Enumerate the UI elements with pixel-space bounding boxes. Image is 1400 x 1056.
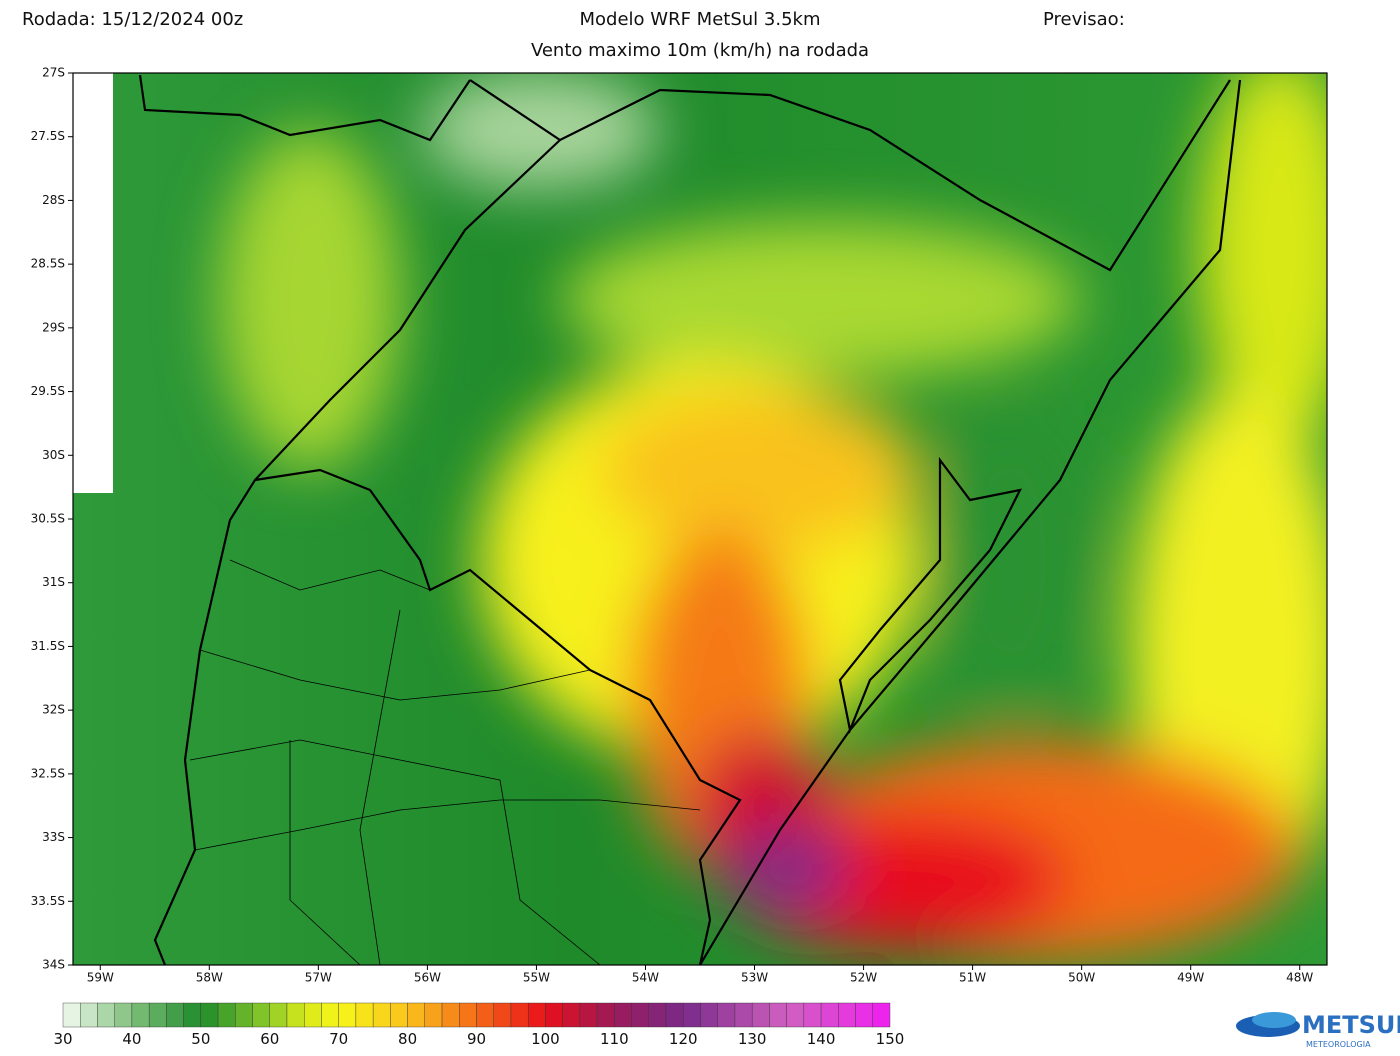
colorbar-cell [235, 1002, 253, 1028]
colorbar-cell [441, 1002, 460, 1028]
colorbar-cell [80, 1002, 98, 1028]
y-tick-label: 28.5S [31, 257, 65, 271]
logo: METSUL METEOROLOGIA [1236, 1011, 1400, 1049]
colorbar-cell [62, 1002, 81, 1028]
y-tick-label: 32.5S [31, 766, 65, 780]
model-label: Modelo WRF MetSul 3.5km [580, 9, 821, 30]
colorbar-label: 80 [398, 1030, 417, 1048]
x-tick-label: 59W [87, 971, 114, 985]
logo-sub: METEOROLOGIA [1306, 1040, 1371, 1049]
subtitle: Vento maximo 10m (km/h) na rodada [531, 40, 869, 61]
x-tick-label: 56W [414, 971, 441, 985]
colorbar-cell [579, 1002, 598, 1028]
colorbar-cell [683, 1002, 701, 1028]
logo-name: METSUL [1302, 1011, 1400, 1039]
y-tick-label: 30.5S [31, 512, 65, 526]
colorbar-cell [286, 1002, 305, 1028]
colorbar-cell [751, 1002, 770, 1028]
colorbar-label: 130 [738, 1030, 767, 1048]
colorbar-cell [269, 1002, 288, 1028]
colorbar-cell [252, 1002, 270, 1028]
x-tick-label: 50W [1068, 971, 1095, 985]
y-tick-label: 29.5S [31, 384, 65, 398]
colorbar-cell [476, 1002, 494, 1028]
colorbar-label: 100 [531, 1030, 560, 1048]
colorbar-cell [459, 1002, 477, 1028]
colorbar-cell [424, 1002, 443, 1028]
colorbar-label: 50 [191, 1030, 210, 1048]
x-tick-label: 57W [305, 971, 332, 985]
y-tick-label: 31.5S [31, 639, 65, 653]
colorbar-label: 150 [876, 1030, 905, 1048]
colorbar-cell [665, 1002, 684, 1028]
colorbar-cell [114, 1002, 133, 1028]
colorbar-cell [407, 1002, 426, 1028]
colorbar-cell [527, 1002, 546, 1028]
colorbar-cell [372, 1002, 391, 1028]
colorbar-cell [838, 1002, 856, 1028]
colorbar-cell [596, 1002, 615, 1028]
wind-field [73, 73, 1327, 965]
y-tick-label: 33.5S [31, 894, 65, 908]
colorbar-cell [872, 1002, 891, 1028]
colorbar-cell [545, 1002, 563, 1028]
y-tick-label: 27.5S [31, 129, 65, 143]
x-tick-label: 48W [1286, 971, 1313, 985]
colorbar-cell [855, 1002, 873, 1028]
colorbar-label: 90 [467, 1030, 486, 1048]
colorbar-cell [769, 1002, 787, 1028]
y-tick-label: 31S [42, 575, 65, 589]
y-tick-label: 27S [42, 66, 65, 80]
y-tick-label: 34S [42, 958, 65, 972]
colorbar-cell [166, 1002, 184, 1028]
colorbar-cell [355, 1002, 374, 1028]
colorbar-cell [648, 1002, 667, 1028]
x-tick-label: 58W [196, 971, 223, 985]
colorbar-label: 70 [329, 1030, 348, 1048]
colorbar-label: 120 [669, 1030, 698, 1048]
x-tick-label: 52W [850, 971, 877, 985]
colorbar-cell [217, 1002, 236, 1028]
colorbar-label: 30 [53, 1030, 72, 1048]
y-tick-label: 32S [42, 703, 65, 717]
colorbar-cell [717, 1002, 736, 1028]
colorbar-cell [321, 1002, 339, 1028]
y-tick-label: 33S [42, 830, 65, 844]
x-tick-label: 54W [632, 971, 659, 985]
colorbar-cell [614, 1002, 632, 1028]
colorbar-cell [390, 1002, 408, 1028]
x-tick-label: 49W [1177, 971, 1204, 985]
colorbar-cell [803, 1002, 822, 1028]
colorbar-cell [183, 1002, 202, 1028]
colorbar-cell [338, 1002, 357, 1028]
colorbar-cell [562, 1002, 581, 1028]
colorbar-cell [631, 1002, 649, 1028]
colorbar-cell [493, 1002, 512, 1028]
colorbar-cell [148, 1002, 167, 1028]
y-tick-label: 29S [42, 320, 65, 334]
colorbar-cell [510, 1002, 529, 1028]
colorbar-cell [304, 1002, 322, 1028]
colorbar-cell [786, 1002, 805, 1028]
colorbar-cell [820, 1002, 839, 1028]
forecast-label: Previsao: [1043, 9, 1125, 30]
x-tick-label: 51W [959, 971, 986, 985]
colorbar-cell [734, 1002, 753, 1028]
colorbar-label: 40 [122, 1030, 141, 1048]
colorbar-label: 140 [807, 1030, 836, 1048]
colorbar-cell [131, 1002, 150, 1028]
colorbar-cell [97, 1002, 115, 1028]
y-tick-label: 30S [42, 448, 65, 462]
x-tick-label: 55W [523, 971, 550, 985]
colorbar-label: 110 [600, 1030, 629, 1048]
run-label: Rodada: 15/12/2024 00z [22, 9, 243, 30]
x-tick-label: 53W [741, 971, 768, 985]
colorbar-cell [200, 1002, 219, 1028]
colorbar-cell [700, 1002, 718, 1028]
y-tick-label: 28S [42, 193, 65, 207]
colorbar-label: 60 [260, 1030, 279, 1048]
